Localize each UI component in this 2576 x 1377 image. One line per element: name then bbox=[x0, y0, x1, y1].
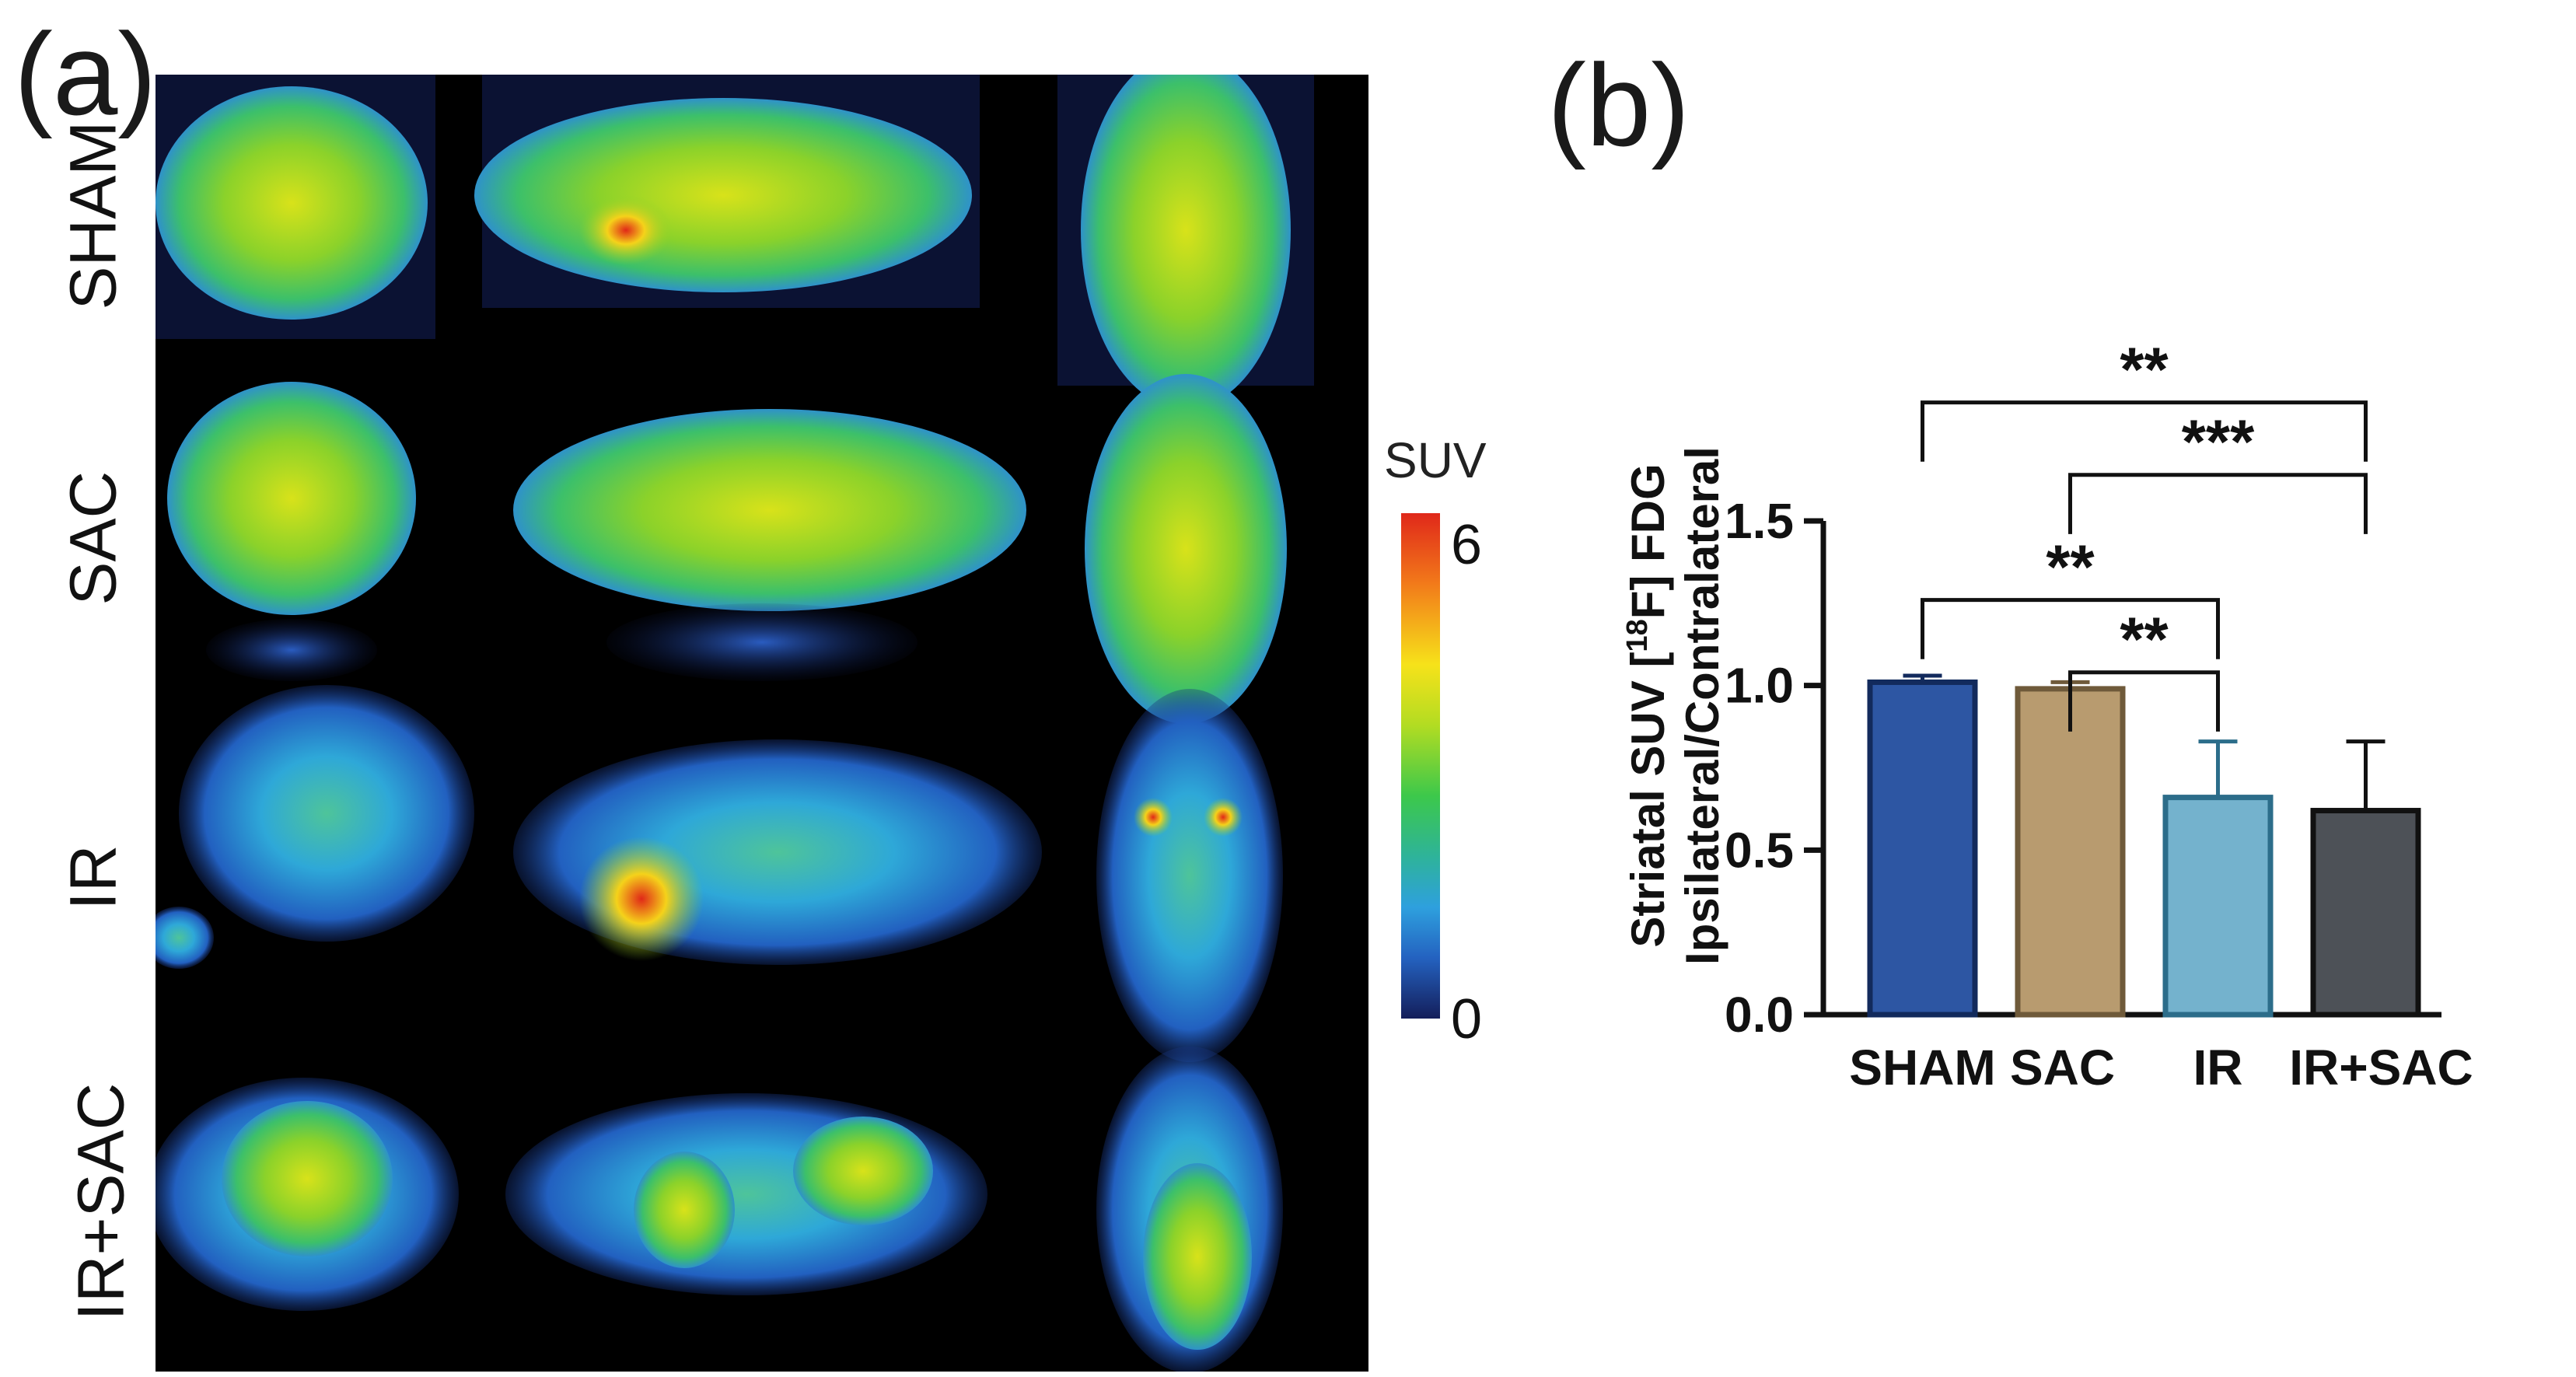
significance-label: ** bbox=[2120, 605, 2169, 674]
row-label-sham: SHAM bbox=[56, 121, 130, 310]
panel-b-label: (b) bbox=[1547, 40, 1690, 170]
y-tick-label: 1.5 bbox=[1725, 493, 1794, 549]
y-tick-label: 0.0 bbox=[1725, 987, 1794, 1043]
row-label-ir: IR bbox=[56, 844, 130, 910]
colorbar-max-label: 6 bbox=[1451, 514, 1483, 576]
significance-label: *** bbox=[2182, 407, 2255, 477]
suv-colorbar bbox=[1401, 513, 1440, 1019]
row-label-sac: SAC bbox=[56, 470, 130, 606]
bar-ir-sac bbox=[2310, 808, 2421, 1018]
panel-a-label: (a) bbox=[14, 9, 157, 139]
bar-ir bbox=[2162, 795, 2274, 1018]
bar-sham bbox=[1867, 679, 1978, 1018]
x-tick-label: SAC bbox=[2010, 1040, 2115, 1096]
x-tick-label: SHAM bbox=[1849, 1040, 1995, 1096]
colorbar-title: SUV bbox=[1384, 432, 1487, 488]
bar-chart: 0.0 0.5 1.0 1.5 SHAM SAC IR IR+SAC Striatal SUV … bbox=[1621, 335, 2473, 1096]
significance-bracket bbox=[1921, 598, 2220, 659]
x-tick-label: IR bbox=[2193, 1040, 2243, 1096]
significance-label: ** bbox=[2046, 533, 2095, 602]
y-tick-label: 1.0 bbox=[1725, 658, 1794, 714]
y-tick-label: 0.5 bbox=[1725, 822, 1794, 878]
significance-bracket bbox=[1921, 400, 2368, 462]
y-axis-label-line2: Ipsilateral/Contralateral bbox=[1676, 446, 1728, 965]
pet-image-grid bbox=[156, 75, 1368, 1372]
colorbar-min-label: 0 bbox=[1451, 988, 1483, 1050]
y-axis-label-line1: Striatal SUV [18F] FDG bbox=[1621, 463, 1674, 947]
row-label-ir-sac: IR+SAC bbox=[64, 1082, 138, 1321]
significance-bracket bbox=[2068, 670, 2220, 732]
significance-bracket bbox=[2068, 473, 2368, 534]
bar-sac bbox=[2015, 686, 2126, 1018]
x-tick-label: IR+SAC bbox=[2289, 1040, 2473, 1096]
significance-label: ** bbox=[2120, 335, 2169, 404]
pet-scan-images bbox=[156, 75, 1314, 1372]
